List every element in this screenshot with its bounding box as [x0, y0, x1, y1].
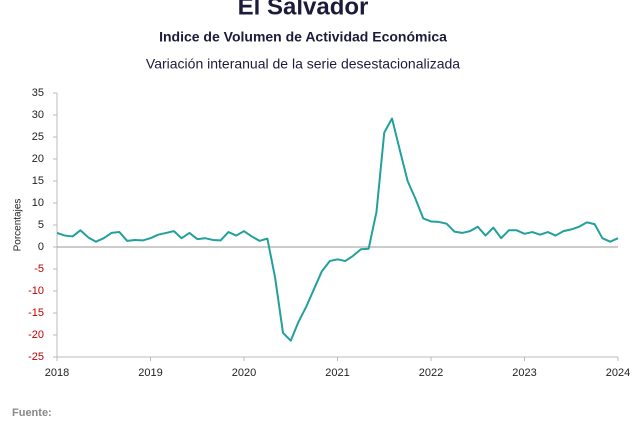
y-tick-label: -15: [28, 307, 44, 319]
y-tick-label: 25: [32, 131, 44, 143]
x-tick-label: 2024: [606, 367, 630, 379]
x-tick-label: 2022: [419, 367, 443, 379]
y-tick-label: 10: [32, 197, 44, 209]
y-tick-label: 30: [32, 109, 44, 121]
chart-title: El Salvador: [238, 0, 369, 20]
y-tick-label: 20: [32, 153, 44, 165]
data-line: [56, 117, 619, 342]
y-tick-label: 15: [32, 175, 44, 187]
y-tick-label: -10: [28, 285, 44, 297]
y-axis-label: Porcentajes: [13, 199, 24, 252]
y-tick-label: -20: [28, 329, 44, 341]
x-tick-label: 2018: [45, 367, 69, 379]
chart-subtitle: Indice de Volumen de Actividad Económica: [159, 29, 447, 45]
y-tick-label: -5: [34, 263, 44, 275]
x-tick-label: 2021: [325, 367, 349, 379]
y-tick-label: -25: [28, 351, 44, 363]
x-tick-label: 2019: [138, 367, 162, 379]
y-tick-label: 5: [38, 219, 44, 231]
x-tick-label: 2020: [232, 367, 256, 379]
y-tick-label: 0: [38, 241, 44, 253]
x-tick-label: 2023: [512, 367, 536, 379]
source: Fuente:: [12, 407, 52, 419]
y-tick-label: 35: [32, 87, 44, 99]
chart-subtitle2: Variación interanual de la serie desesta…: [146, 56, 460, 72]
